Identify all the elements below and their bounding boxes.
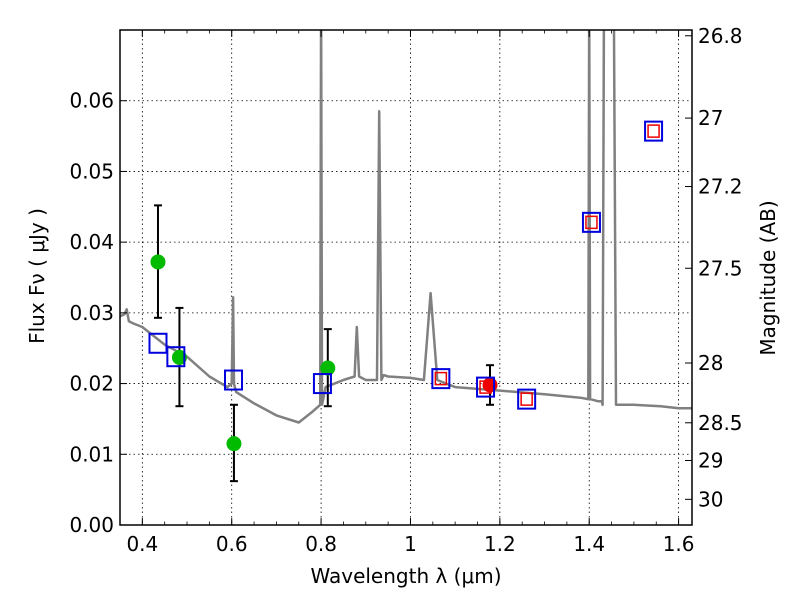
- model-flux-inner-box: [520, 392, 533, 406]
- model-flux-box: [431, 368, 451, 390]
- grid: [120, 30, 692, 525]
- photometry-point: [150, 254, 166, 270]
- photometry-point: [226, 436, 242, 452]
- model-flux-inner-box: [479, 380, 492, 394]
- model-flux-box: [644, 120, 664, 142]
- template-spectrum-line: [120, 30, 692, 424]
- photometry-point: [171, 349, 187, 365]
- y-axis-title: Flux Fν ( μJy ): [25, 208, 49, 344]
- x-tick-label: 1.2: [484, 532, 516, 556]
- x-tick-label: 0.6: [216, 532, 248, 556]
- model-flux-box: [581, 211, 601, 233]
- y2-tick-label: 28: [698, 351, 723, 375]
- y-tick-label: 0.00: [69, 513, 114, 537]
- y2-tick-label: 27.2: [698, 175, 743, 199]
- y2-tick-label: 27.5: [698, 256, 743, 280]
- y2-tick-label: 28.5: [698, 411, 743, 435]
- x-tick-label: 1.4: [573, 532, 605, 556]
- model-flux-inner-box: [647, 124, 660, 138]
- model-flux-box: [166, 346, 186, 368]
- y-tick-label: 0.03: [69, 301, 114, 325]
- y-tick-label: 0.01: [69, 442, 114, 466]
- x-tick-label: 1: [404, 532, 417, 556]
- model-flux-inner-box: [585, 215, 598, 230]
- y2-tick-label: 27: [698, 106, 723, 130]
- y-tick-label: 0.06: [69, 89, 114, 113]
- x-axis-title: Wavelength λ (μm): [310, 564, 501, 588]
- photometry-point: [320, 360, 336, 376]
- model-flux-box: [312, 373, 332, 395]
- x-tick-label: 0.4: [126, 532, 158, 556]
- model-flux-box: [148, 332, 168, 354]
- plot-series: [120, 30, 692, 483]
- model-flux-box: [517, 388, 537, 410]
- y-tick-label: 0.02: [69, 372, 114, 396]
- right-axis-title: Magnitude (AB): [756, 200, 780, 355]
- y2-tick-label: 30: [698, 487, 723, 511]
- model-flux-inner-box: [434, 371, 448, 386]
- model-flux-box: [476, 376, 496, 398]
- model-flux-box: [224, 369, 244, 391]
- y2-tick-label: 26.8: [698, 24, 743, 48]
- y-tick-label: 0.05: [69, 159, 114, 183]
- y2-tick-label: 29: [698, 449, 723, 473]
- axes: 0.4 0.6 0.8 1 1.2 1.4 1.6 0.00 0.01 0.02 0.03 0.04 0…: [69, 24, 742, 556]
- x-tick-label: 0.8: [305, 532, 337, 556]
- y-tick-label: 0.04: [69, 230, 114, 254]
- plot-frame: [119, 29, 693, 526]
- x-tick-label: 1.6: [663, 532, 695, 556]
